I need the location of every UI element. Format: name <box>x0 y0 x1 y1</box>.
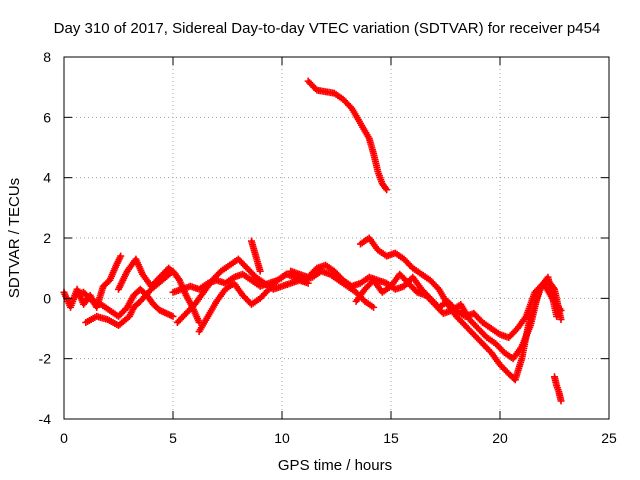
x-axis-label: GPS time / hours <box>278 457 392 474</box>
data-point <box>169 312 177 320</box>
data-point <box>282 270 290 278</box>
y-tick-label: 0 <box>43 290 51 306</box>
x-tick-label: 0 <box>60 430 68 446</box>
x-tick-label: 20 <box>492 430 508 446</box>
chart-title: Day 310 of 2017, Sidereal Day-to-day VTE… <box>54 20 601 37</box>
data-point <box>256 267 264 275</box>
data-point <box>171 270 179 278</box>
axis-ticks <box>63 56 610 420</box>
series-track-b <box>71 285 177 320</box>
x-tick-label: 25 <box>601 430 617 446</box>
data-point <box>304 279 312 287</box>
y-tick-label: 8 <box>43 49 51 65</box>
data-points <box>60 77 565 405</box>
data-point <box>370 303 378 311</box>
series-track-l <box>352 270 561 363</box>
series-track-h <box>247 237 264 275</box>
y-tick-label: -2 <box>39 351 52 367</box>
y-tick-label: 2 <box>43 230 51 246</box>
y-tick-labels: -4 -2 0 2 4 6 8 <box>39 49 52 427</box>
series-track-f <box>173 255 312 326</box>
series-track-g <box>195 270 290 336</box>
grid-lines <box>64 57 609 419</box>
data-point <box>553 312 561 320</box>
x-tick-labels: 0 5 10 15 20 25 <box>60 430 617 446</box>
data-point <box>557 397 565 405</box>
x-tick-label: 15 <box>383 430 399 446</box>
series-track-m <box>551 373 565 405</box>
series-track-j <box>304 77 391 194</box>
y-axis-label: SDTVAR / TECUs <box>6 178 23 298</box>
y-tick-label: 6 <box>43 109 51 125</box>
y-tick-label: 4 <box>43 170 51 186</box>
x-tick-label: 5 <box>169 430 177 446</box>
data-point <box>383 186 391 194</box>
data-point <box>382 184 390 192</box>
data-point <box>117 252 125 260</box>
series-track-d <box>115 255 179 293</box>
data-point <box>557 315 565 323</box>
y-tick-label: -4 <box>39 411 52 427</box>
data-point <box>170 269 178 277</box>
x-tick-label: 10 <box>274 430 290 446</box>
